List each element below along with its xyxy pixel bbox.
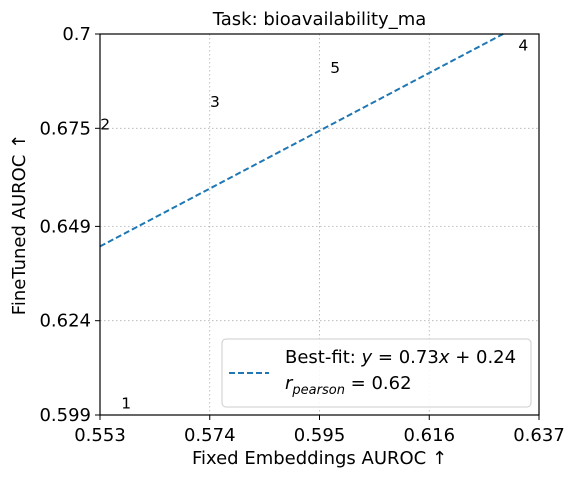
x-tick-label: 0.574 <box>184 425 236 446</box>
x-tick-label: 0.595 <box>294 425 346 446</box>
y-tick-label: 0.624 <box>39 311 91 332</box>
legend-pearson-label: rpearson = 0.62 <box>285 373 412 398</box>
x-tick-label: 0.637 <box>513 425 565 446</box>
y-axis-label: FineTuned AUROC ↑ <box>9 134 30 315</box>
best-fit-line-group <box>99 33 504 248</box>
legend: Best-fit: y = 0.73x + 0.24 rpearson = 0.… <box>221 338 532 408</box>
legend-box <box>221 338 532 408</box>
point-label-1: 1 <box>121 395 131 413</box>
best-fit-line <box>99 33 504 248</box>
y-tick-label: 0.675 <box>39 118 91 139</box>
legend-fit-label: Best-fit: y = 0.73x + 0.24 <box>285 347 516 368</box>
point-labels: 1 2 3 4 5 <box>100 36 528 412</box>
y-tick-label: 0.599 <box>39 405 91 426</box>
axis-ticks: 0.553 0.574 0.595 0.616 0.637 0.599 0.624 0.649… <box>39 24 564 446</box>
point-label-2: 2 <box>100 116 110 134</box>
y-tick-label: 0.7 <box>62 24 91 45</box>
point-label-3: 3 <box>210 93 220 111</box>
point-label-4: 4 <box>518 36 528 54</box>
point-label-5: 5 <box>330 59 340 77</box>
x-tick-label: 0.553 <box>74 425 126 446</box>
x-tick-label: 0.616 <box>403 425 455 446</box>
chart-title: Task: bioavailability_ma <box>212 9 427 30</box>
x-axis-label: Fixed Embeddings AUROC ↑ <box>192 448 447 469</box>
y-tick-label: 0.649 <box>39 216 91 237</box>
